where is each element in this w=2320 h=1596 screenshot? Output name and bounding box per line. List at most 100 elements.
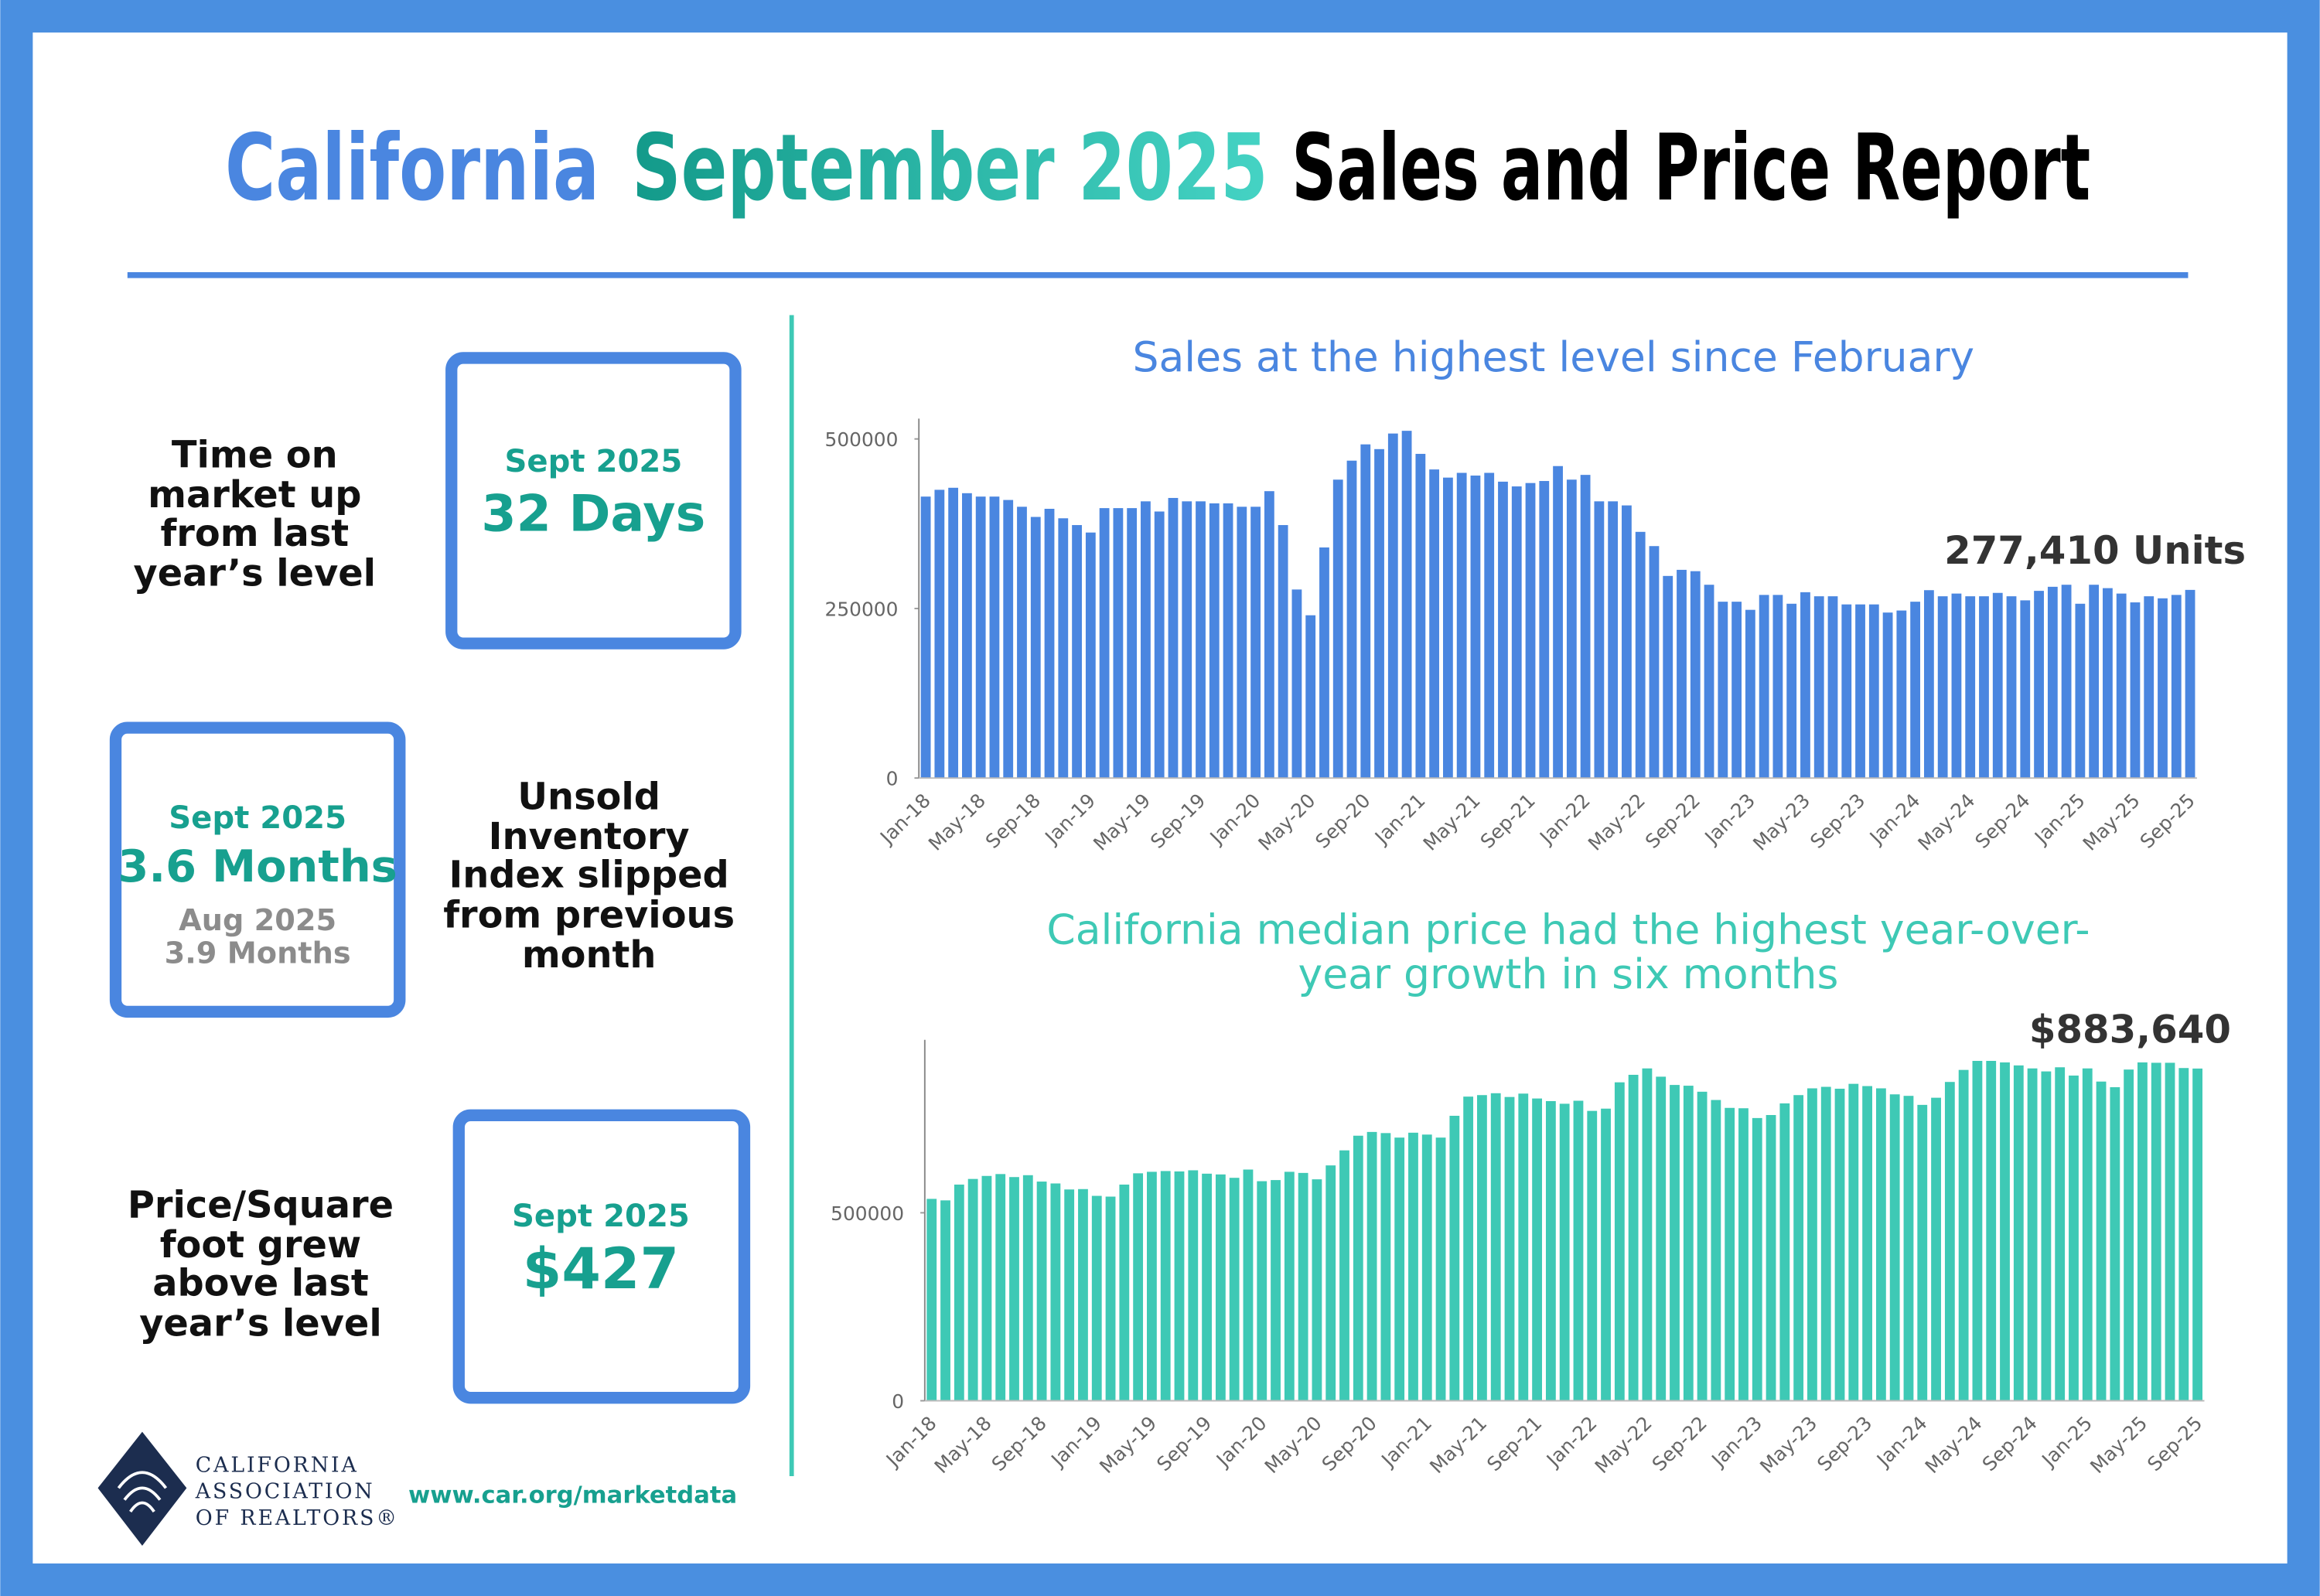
bar bbox=[2013, 1065, 2024, 1401]
bar bbox=[1868, 604, 1879, 779]
bar bbox=[1683, 1086, 1694, 1401]
stat-description: market up bbox=[148, 474, 361, 517]
bar bbox=[1105, 1196, 1116, 1401]
bar bbox=[1305, 615, 1316, 779]
bar bbox=[2027, 1068, 2038, 1401]
bar bbox=[1855, 604, 1865, 779]
stat-description: above last bbox=[152, 1263, 369, 1305]
bar bbox=[1442, 477, 1453, 779]
stat-description: Inventory bbox=[489, 816, 690, 858]
bar bbox=[1058, 518, 1069, 779]
bar bbox=[1841, 604, 1852, 779]
bar bbox=[1677, 569, 1687, 779]
bar bbox=[1229, 1178, 1240, 1401]
bar bbox=[1278, 525, 1288, 779]
bar bbox=[1168, 497, 1179, 779]
bar bbox=[926, 1199, 937, 1401]
bar bbox=[1511, 486, 1522, 779]
bar bbox=[2110, 1087, 2120, 1401]
bar bbox=[2082, 1068, 2093, 1401]
bar bbox=[1498, 481, 1508, 779]
bar bbox=[2130, 602, 2141, 779]
bar bbox=[1917, 1104, 1928, 1401]
bar bbox=[1154, 511, 1165, 779]
bar bbox=[1834, 1088, 1845, 1401]
bar bbox=[1408, 1132, 1418, 1401]
stat-description: foot grew bbox=[160, 1224, 361, 1267]
stat-description: Unsold bbox=[517, 776, 660, 818]
y-tick-label: 250000 bbox=[825, 598, 899, 620]
bar bbox=[2006, 596, 2017, 779]
bar bbox=[1291, 589, 1302, 779]
bar bbox=[975, 496, 986, 779]
bar bbox=[1951, 593, 1962, 779]
bar bbox=[962, 493, 972, 779]
bar bbox=[1545, 1101, 1556, 1401]
bar bbox=[1470, 476, 1481, 779]
bar bbox=[1779, 1103, 1790, 1401]
stat-box bbox=[452, 1109, 751, 1404]
bar bbox=[1820, 1086, 1831, 1401]
bar bbox=[1910, 602, 1921, 779]
stat-box bbox=[109, 721, 406, 1018]
bar bbox=[1174, 1171, 1185, 1401]
bar bbox=[2185, 589, 2195, 779]
bar bbox=[1366, 1131, 1377, 1401]
bar bbox=[2165, 1062, 2175, 1401]
bar bbox=[934, 489, 945, 779]
y-tick-label: 500000 bbox=[831, 1202, 904, 1225]
bar bbox=[1113, 508, 1124, 779]
title-part: September 2025 bbox=[632, 114, 1268, 221]
bar bbox=[2103, 588, 2113, 779]
bar bbox=[1022, 1175, 1033, 1401]
stat-description: from previous bbox=[443, 894, 735, 936]
bar bbox=[1718, 602, 1728, 779]
stat-value: 3.6 Months bbox=[118, 841, 397, 892]
bar bbox=[1608, 501, 1619, 779]
bar bbox=[1979, 596, 1989, 779]
bar bbox=[1490, 1093, 1501, 1401]
bar bbox=[1237, 506, 1247, 779]
bar bbox=[1759, 595, 1769, 779]
bar bbox=[1635, 531, 1646, 779]
bar bbox=[1085, 532, 1096, 779]
bar bbox=[1030, 517, 1041, 779]
bar bbox=[1078, 1188, 1088, 1401]
y-tick-label: 0 bbox=[892, 1390, 904, 1413]
bar bbox=[2096, 1081, 2107, 1401]
bar bbox=[2075, 603, 2086, 779]
bar bbox=[1725, 1107, 1735, 1401]
bar bbox=[2171, 595, 2182, 779]
title-part: California bbox=[225, 114, 599, 221]
bar bbox=[1119, 1184, 1130, 1401]
bar bbox=[1182, 501, 1192, 779]
bar bbox=[1449, 1115, 1460, 1401]
bar bbox=[1339, 1150, 1349, 1401]
bar bbox=[1896, 610, 1907, 779]
bar bbox=[1188, 1170, 1199, 1401]
bar bbox=[1958, 1069, 1969, 1401]
bar bbox=[981, 1175, 992, 1401]
bar bbox=[1711, 1100, 1721, 1401]
bar bbox=[1456, 472, 1467, 779]
bar bbox=[1697, 1091, 1708, 1401]
bar bbox=[1284, 1171, 1295, 1401]
bar bbox=[1992, 592, 2003, 779]
stat-box bbox=[445, 352, 742, 650]
bar bbox=[1209, 503, 1220, 779]
logo-mark bbox=[97, 1431, 187, 1546]
bar bbox=[1923, 590, 1934, 779]
footer-url[interactable]: www.car.org/marketdata bbox=[408, 1482, 737, 1509]
bar bbox=[995, 1174, 1006, 1401]
bar bbox=[1622, 505, 1632, 779]
bar bbox=[1594, 501, 1605, 779]
bar bbox=[1986, 1060, 1997, 1401]
stat-period: Sept 2025 bbox=[512, 1199, 690, 1234]
bar bbox=[1064, 1189, 1075, 1401]
bar bbox=[1346, 460, 1357, 779]
bar bbox=[1353, 1135, 1363, 1401]
bar bbox=[1091, 1195, 1102, 1401]
bar bbox=[1504, 1096, 1515, 1401]
logo-text: OF REALTORS® bbox=[196, 1506, 399, 1530]
